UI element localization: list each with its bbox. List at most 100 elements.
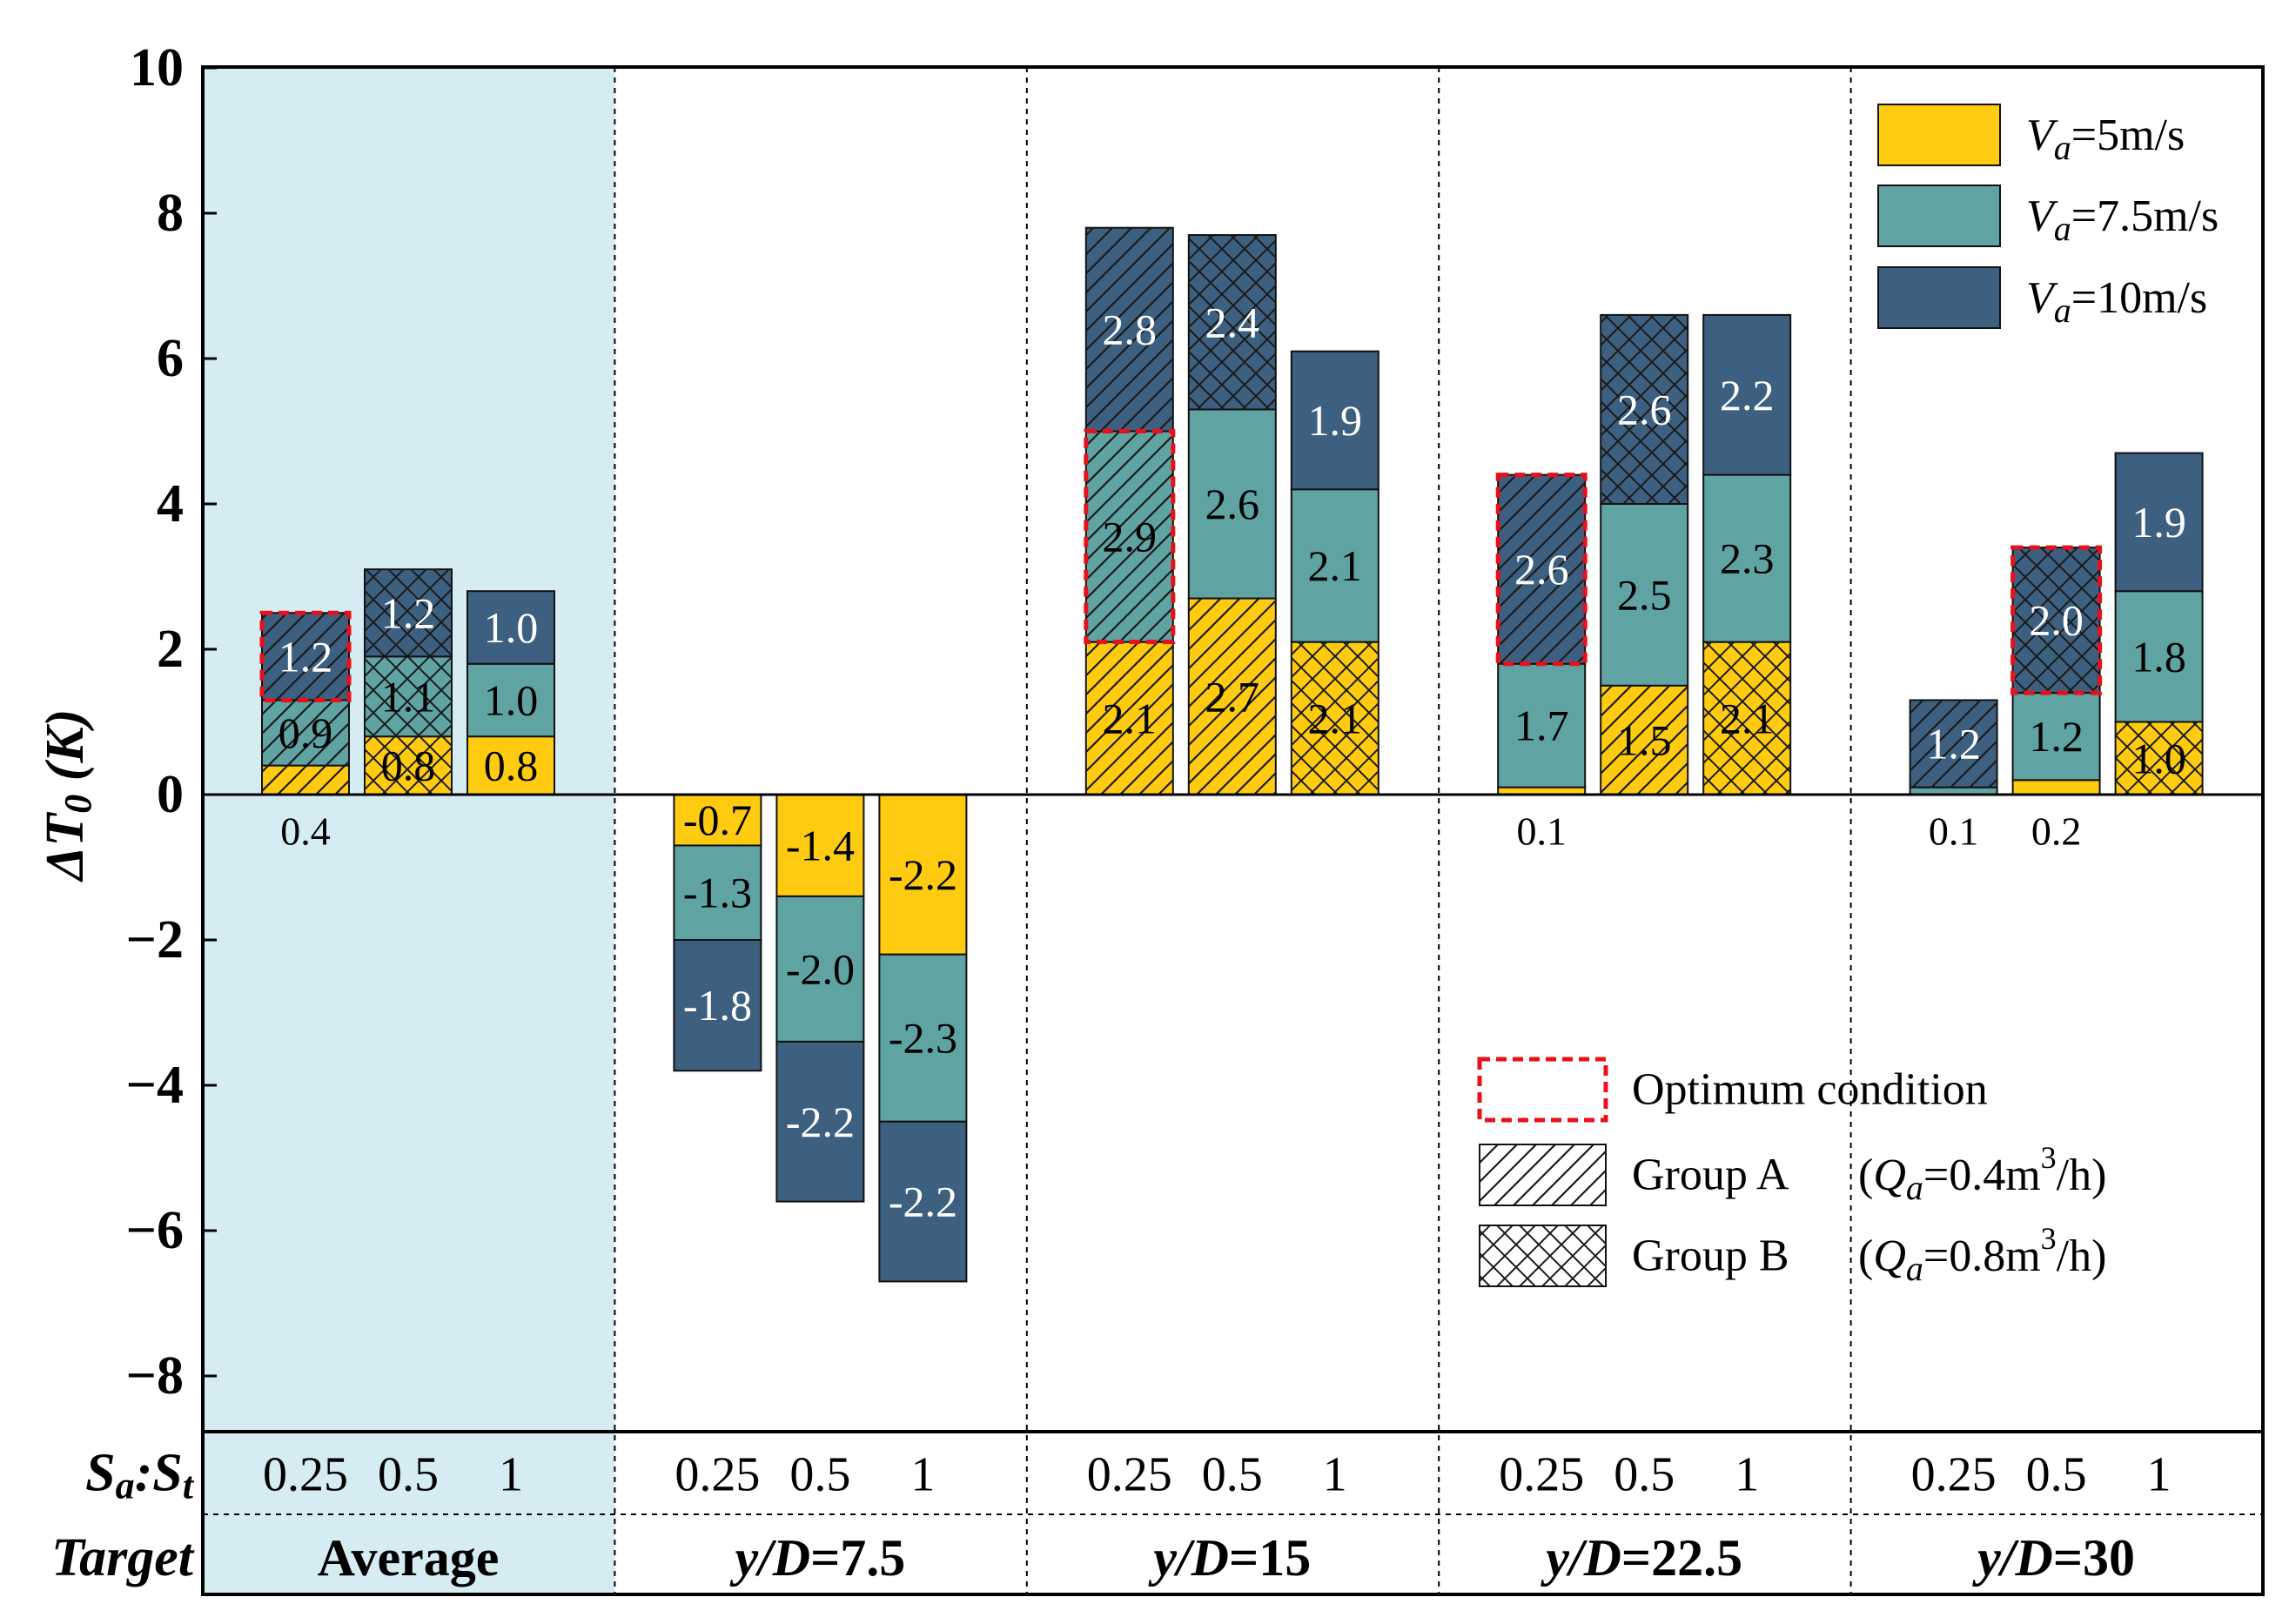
data-label: 1.0 bbox=[484, 603, 539, 652]
bar-segment-y-d-7-5-1-s0 bbox=[878, 794, 968, 956]
target-row-label: Target bbox=[51, 1528, 195, 1587]
bar-segment-y-d-30-0.5-s1 bbox=[2011, 692, 2101, 782]
y-tick-label: 0 bbox=[157, 765, 184, 824]
category-label: 1 bbox=[2147, 1448, 2172, 1502]
data-label: 1.9 bbox=[1308, 396, 1363, 445]
group-label: y/D=7.5 bbox=[729, 1529, 905, 1587]
data-label: 1.0 bbox=[484, 675, 539, 724]
hatch-overlay bbox=[262, 765, 349, 795]
data-label: 2.4 bbox=[1205, 298, 1260, 346]
optimum-marker bbox=[259, 610, 352, 702]
bar-segment-average-1-s0 bbox=[467, 735, 555, 796]
y-tick-label: 6 bbox=[157, 329, 184, 388]
data-label: 1.2 bbox=[2029, 712, 2084, 761]
bar-segment-y-d-7-5-0.5-s1 bbox=[775, 895, 865, 1043]
category-label: 0.5 bbox=[378, 1448, 439, 1502]
data-label: 0.1 bbox=[1929, 809, 1979, 854]
y-tick-label: −8 bbox=[126, 1346, 184, 1406]
bar-segment-y-d-7-5-1-s1 bbox=[878, 953, 968, 1123]
hatch-overlay bbox=[1188, 598, 1276, 795]
legend-groupA-swatch bbox=[1479, 1144, 1607, 1206]
data-label: -1.3 bbox=[683, 869, 752, 917]
legend-swatch-1 bbox=[1877, 185, 2001, 247]
bar-segment-y-d-15-1-s2 bbox=[1290, 350, 1379, 491]
hatch-overlay bbox=[1498, 474, 1586, 664]
hatch-overlay bbox=[365, 656, 452, 737]
data-label: -2.2 bbox=[889, 1178, 957, 1226]
hatch-overlay bbox=[262, 613, 349, 701]
data-label: -2.2 bbox=[889, 850, 957, 899]
group-label: Average bbox=[318, 1529, 500, 1587]
y-tick-label: 4 bbox=[157, 474, 184, 534]
optimum-marker bbox=[2010, 545, 2103, 695]
category-label: 1 bbox=[910, 1448, 935, 1502]
category-label: 0.5 bbox=[2026, 1448, 2087, 1502]
data-label: 2.0 bbox=[2029, 596, 2084, 645]
bar-segment-y-d-30-0.5-s0 bbox=[2011, 779, 2101, 795]
group-label: y/D=22.5 bbox=[1541, 1529, 1742, 1587]
data-label: 1.8 bbox=[2131, 632, 2186, 681]
category-label: 1 bbox=[1323, 1448, 1347, 1502]
hatch-overlay bbox=[1085, 431, 1173, 642]
category-label: 0.5 bbox=[1202, 1448, 1263, 1502]
y-tick-label: 2 bbox=[157, 620, 184, 679]
data-label: 1.7 bbox=[1514, 701, 1569, 750]
legend-label: Va=5m/s bbox=[2026, 111, 2185, 167]
bar-segment-y-d-22-5-1-s1 bbox=[1702, 473, 1792, 643]
hatch-overlay bbox=[1085, 641, 1173, 795]
data-label: 2.9 bbox=[1103, 513, 1158, 561]
optimum-marker bbox=[1495, 473, 1588, 667]
hatch-overlay bbox=[365, 569, 452, 657]
hatch-overlay bbox=[1601, 314, 1688, 504]
legend-groupA-flow: (Qa=0.4m3/h) bbox=[1858, 1140, 2106, 1207]
data-label: 2.1 bbox=[1103, 694, 1158, 742]
data-label: 1.9 bbox=[2131, 498, 2186, 547]
data-label: 2.6 bbox=[1514, 545, 1569, 594]
group-label: y/D=15 bbox=[1148, 1529, 1311, 1587]
optimum-marker bbox=[1084, 429, 1176, 645]
data-label: 2.3 bbox=[1720, 534, 1775, 583]
legend-optimum-swatch bbox=[1477, 1057, 1608, 1123]
hatch-overlay bbox=[2012, 547, 2100, 694]
y-tick-label: −6 bbox=[126, 1201, 184, 1260]
bar-segment-y-d-22-5-0.5-s1 bbox=[1600, 503, 1689, 687]
category-label: 1 bbox=[499, 1448, 523, 1502]
plot-frame bbox=[201, 65, 2265, 1596]
hatch-overlay bbox=[1703, 641, 1791, 795]
hatch-overlay bbox=[365, 736, 452, 795]
bar-segment-y-d-7-5-0.25-s1 bbox=[673, 844, 762, 942]
data-label: 2.1 bbox=[1308, 541, 1363, 590]
category-label: 0.5 bbox=[789, 1448, 850, 1502]
data-label: -2.3 bbox=[889, 1014, 957, 1063]
legend-optimum-label: Optimum condition bbox=[1632, 1065, 1988, 1115]
bar-segment-y-d-7-5-0.5-s2 bbox=[775, 1040, 865, 1203]
hatch-overlay bbox=[2115, 721, 2203, 795]
data-label: -2.0 bbox=[786, 944, 855, 993]
legend-swatch-2 bbox=[1877, 266, 2001, 329]
group-label: y/D=30 bbox=[1972, 1529, 2135, 1587]
data-label: -1.8 bbox=[683, 981, 752, 1030]
category-label: 0.5 bbox=[1614, 1448, 1675, 1502]
data-label: 0.1 bbox=[1516, 809, 1567, 854]
data-label: 0.4 bbox=[280, 809, 331, 854]
bar-segment-y-d-15-0.5-s1 bbox=[1187, 408, 1277, 600]
ratio-row-label: Sa:St bbox=[85, 1444, 195, 1507]
category-label: 0.25 bbox=[1087, 1448, 1172, 1502]
data-label: 2.5 bbox=[1617, 570, 1672, 619]
legend-groupB-swatch bbox=[1479, 1225, 1607, 1287]
data-label: 0.8 bbox=[381, 742, 436, 790]
legend-label: Va=7.5m/s bbox=[2026, 191, 2219, 248]
hatch-overlay bbox=[1085, 227, 1173, 432]
category-label: 0.25 bbox=[1911, 1448, 1997, 1502]
legend-groupB-label: Group B bbox=[1632, 1231, 1789, 1281]
data-label: 0.2 bbox=[2031, 809, 2082, 854]
category-label: 0.25 bbox=[675, 1448, 760, 1502]
data-label: 2.6 bbox=[1617, 385, 1672, 433]
hatch-overlay bbox=[1601, 685, 1688, 795]
hatch-overlay bbox=[262, 700, 349, 766]
data-label: 2.1 bbox=[1720, 694, 1775, 742]
y-axis-title: ΔT0 (K) bbox=[36, 709, 99, 883]
bar-segment-average-1-s1 bbox=[467, 662, 555, 738]
y-tick-label: 8 bbox=[157, 184, 184, 243]
